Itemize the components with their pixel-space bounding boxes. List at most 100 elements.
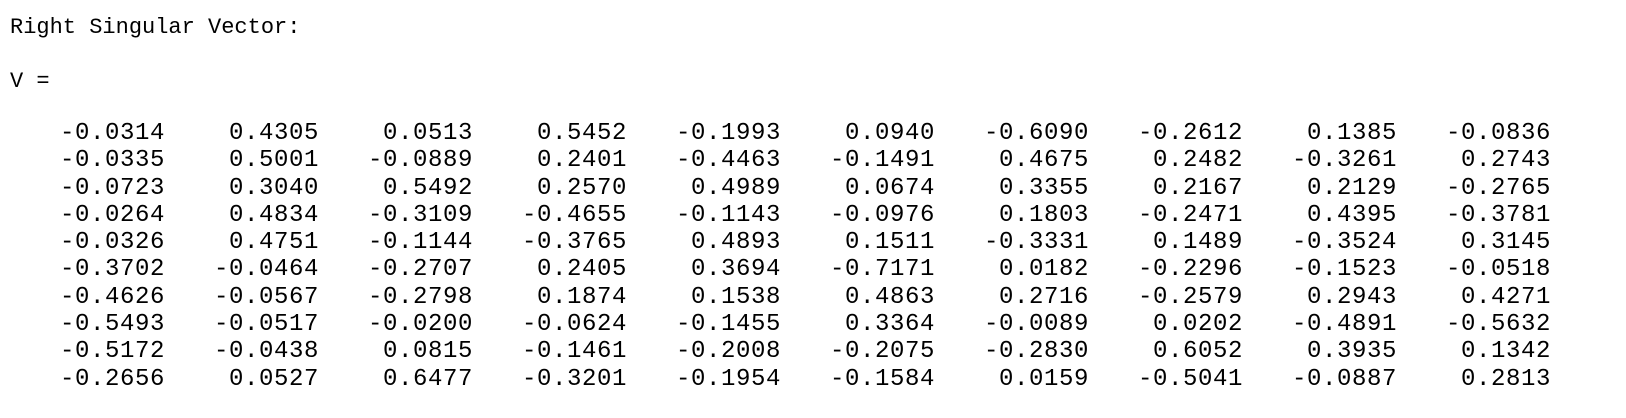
- matrix-row: -0.0723 0.3040 0.5492 0.2570 0.4989 0.0674 0.3…: [0, 175, 1626, 202]
- output-heading: Right Singular Vector:: [10, 15, 301, 40]
- matrix-cell: -0.0723: [59, 174, 165, 202]
- matrix-cell: -0.4626: [59, 283, 165, 311]
- matrix-cell: -0.5041: [1137, 365, 1243, 393]
- matrix-cell: -0.2075: [829, 338, 935, 366]
- matrix-cell: 0.2943: [1306, 283, 1397, 311]
- matrix-cell: 0.2482: [1152, 147, 1243, 175]
- matrix-cell: 0.1538: [690, 283, 781, 311]
- matrix-cell: -0.2830: [983, 338, 1089, 366]
- matrix-cell: 0.0182: [998, 256, 1089, 284]
- matrix-cell: 0.5492: [382, 174, 473, 202]
- matrix-cell: -0.1461: [521, 338, 627, 366]
- matrix-cell: 0.5452: [536, 120, 627, 147]
- matrix-row: -0.0335 0.5001 -0.0889 0.2401 -0.4463 -0.1491…: [0, 147, 1626, 174]
- matrix-cell: 0.1803: [998, 201, 1089, 229]
- matrix-cell: -0.3109: [367, 201, 473, 229]
- matrix-row: -0.0314 0.4305 0.0513 0.5452 -0.1993 0.0940 -0…: [0, 120, 1626, 147]
- matrix-cell: 0.2716: [998, 283, 1089, 311]
- matrix-row: -0.5172 -0.0438 0.0815 -0.1461 -0.2008 -0.207…: [0, 338, 1626, 365]
- matrix-cell: -0.0517: [213, 311, 319, 339]
- matrix-cell: -0.1993: [675, 120, 781, 147]
- matrix-cell: 0.0527: [228, 365, 319, 393]
- matrix-output: -0.0314 0.4305 0.0513 0.5452 -0.1993 0.0940 -0…: [0, 120, 1626, 393]
- matrix-cell: -0.0567: [213, 283, 319, 311]
- matrix-cell: -0.1143: [675, 201, 781, 229]
- matrix-cell: -0.2656: [59, 365, 165, 393]
- matrix-cell: 0.3145: [1460, 229, 1551, 257]
- matrix-cell: 0.4989: [690, 174, 781, 202]
- matrix-row: -0.0264 0.4834 -0.3109 -0.4655 -0.1143 -0.097…: [0, 202, 1626, 229]
- matrix-cell: 0.4271: [1460, 283, 1551, 311]
- matrix-cell: -0.2765: [1445, 174, 1551, 202]
- matrix-cell: 0.0159: [998, 365, 1089, 393]
- matrix-cell: 0.4751: [228, 229, 319, 257]
- matrix-cell: -0.3702: [59, 256, 165, 284]
- matrix-cell: -0.1954: [675, 365, 781, 393]
- matrix-row: -0.5493 -0.0517 -0.0200 -0.0624 -0.1455 0.336…: [0, 311, 1626, 338]
- matrix-cell: -0.2798: [367, 283, 473, 311]
- matrix-cell: 0.3694: [690, 256, 781, 284]
- matrix-cell: 0.1342: [1460, 338, 1551, 366]
- matrix-cell: -0.3201: [521, 365, 627, 393]
- matrix-cell: 0.6052: [1152, 338, 1243, 366]
- matrix-cell: -0.2008: [675, 338, 781, 366]
- matrix-cell: 0.5001: [228, 147, 319, 175]
- matrix-cell: -0.0889: [367, 147, 473, 175]
- matrix-cell: -0.0438: [213, 338, 319, 366]
- matrix-cell: 0.2405: [536, 256, 627, 284]
- matrix-cell: -0.4463: [675, 147, 781, 175]
- matrix-cell: -0.2579: [1137, 283, 1243, 311]
- matrix-cell: 0.2813: [1460, 365, 1551, 393]
- matrix-cell: 0.2129: [1306, 174, 1397, 202]
- matrix-cell: 0.0815: [382, 338, 473, 366]
- matrix-cell: 0.3355: [998, 174, 1089, 202]
- matrix-cell: -0.0200: [367, 311, 473, 339]
- matrix-cell: 0.3364: [844, 311, 935, 339]
- matrix-cell: 0.2401: [536, 147, 627, 175]
- matrix-cell: 0.0674: [844, 174, 935, 202]
- matrix-cell: -0.2296: [1137, 256, 1243, 284]
- matrix-cell: -0.0518: [1445, 256, 1551, 284]
- matrix-cell: -0.0836: [1445, 120, 1551, 147]
- matrix-cell: 0.4675: [998, 147, 1089, 175]
- matrix-cell: 0.0202: [1152, 311, 1243, 339]
- matrix-cell: 0.4395: [1306, 201, 1397, 229]
- matrix-cell: -0.6090: [983, 120, 1089, 147]
- matrix-cell: 0.1874: [536, 283, 627, 311]
- matrix-cell: -0.3331: [983, 229, 1089, 257]
- matrix-cell: 0.2167: [1152, 174, 1243, 202]
- matrix-row: -0.3702 -0.0464 -0.2707 0.2405 0.3694 -0.7171…: [0, 256, 1626, 283]
- matrix-cell: -0.0089: [983, 311, 1089, 339]
- matrix-row: -0.2656 0.0527 0.6477 -0.3201 -0.1954 -0.1584…: [0, 366, 1626, 393]
- matrix-cell: -0.0264: [59, 201, 165, 229]
- matrix-cell: -0.2612: [1137, 120, 1243, 147]
- matrix-cell: -0.0314: [59, 120, 165, 147]
- matrix-cell: -0.5493: [59, 311, 165, 339]
- matrix-cell: 0.4305: [228, 120, 319, 147]
- matrix-cell: -0.5172: [59, 338, 165, 366]
- matrix-cell: -0.0335: [59, 147, 165, 175]
- matrix-cell: -0.3261: [1291, 147, 1397, 175]
- matrix-cell: -0.0464: [213, 256, 319, 284]
- matrix-cell: 0.0940: [844, 120, 935, 147]
- matrix-cell: 0.2743: [1460, 147, 1551, 175]
- matrix-cell: -0.2707: [367, 256, 473, 284]
- matrix-cell: -0.4655: [521, 201, 627, 229]
- matrix-cell: -0.3524: [1291, 229, 1397, 257]
- matrix-cell: 0.2570: [536, 174, 627, 202]
- matrix-cell: -0.3765: [521, 229, 627, 257]
- variable-label: V =: [10, 69, 50, 94]
- matrix-cell: -0.0624: [521, 311, 627, 339]
- matrix-cell: -0.3781: [1445, 201, 1551, 229]
- matrix-cell: -0.1455: [675, 311, 781, 339]
- matrix-cell: 0.4834: [228, 201, 319, 229]
- matrix-row: -0.4626 -0.0567 -0.2798 0.1874 0.1538 0.4863 0…: [0, 284, 1626, 311]
- matrix-cell: 0.3935: [1306, 338, 1397, 366]
- matrix-cell: 0.0513: [382, 120, 473, 147]
- matrix-cell: 0.6477: [382, 365, 473, 393]
- matrix-cell: 0.1385: [1306, 120, 1397, 147]
- matrix-cell: 0.4893: [690, 229, 781, 257]
- matrix-cell: -0.1523: [1291, 256, 1397, 284]
- matrix-cell: -0.0887: [1291, 365, 1397, 393]
- matrix-cell: -0.1144: [367, 229, 473, 257]
